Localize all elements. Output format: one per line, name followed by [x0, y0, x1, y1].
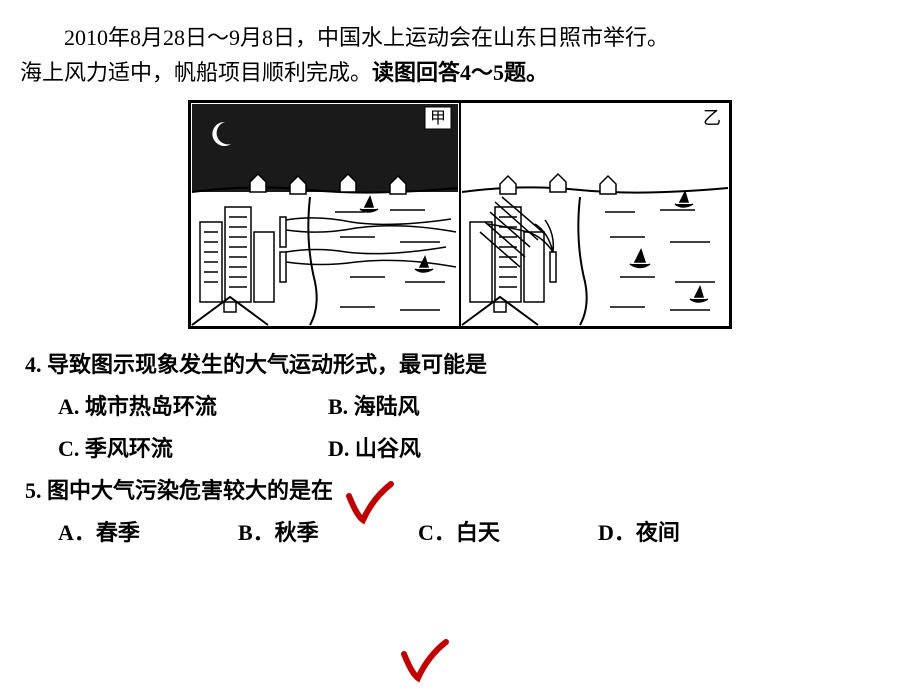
- q5-stem: 5. 图中大气污染危害较大的是在: [25, 470, 895, 512]
- q5-option-b: B．秋季: [238, 512, 418, 554]
- diagram-figure: 甲: [188, 100, 732, 329]
- q4-option-a: A. 城市热岛环流: [58, 386, 328, 428]
- q5-option-d: D．夜间: [598, 512, 778, 554]
- intro-line2-plain: 海上风力适中，帆船项目顺利完成。: [20, 60, 372, 85]
- q5-option-c: C．白天: [418, 512, 598, 554]
- q4-option-b: B. 海陆风: [328, 386, 598, 428]
- checkmark-icon: [398, 636, 453, 686]
- q4-options-row2: C. 季风环流 D. 山谷风: [25, 428, 895, 470]
- intro-text: 2010年8月28日～9月8日，中国水上运动会在山东日照市举行。 海上风力适中，…: [0, 0, 920, 90]
- q4-option-c: C. 季风环流: [58, 428, 328, 470]
- questions-block: 4. 导致图示现象发生的大气运动形式，最可能是 A. 城市热岛环流 B. 海陆风…: [0, 344, 920, 553]
- intro-line2-bold: 读图回答4～5题。: [372, 60, 548, 85]
- label-left: 甲: [430, 110, 446, 127]
- intro-line1: 2010年8月28日～9月8日，中国水上运动会在山东日照市举行。: [20, 20, 900, 55]
- intro-line2: 海上风力适中，帆船项目顺利完成。读图回答4～5题。: [20, 55, 900, 90]
- q4-stem: 4. 导致图示现象发生的大气运动形式，最可能是: [25, 344, 895, 386]
- q4-option-d: D. 山谷风: [328, 428, 598, 470]
- q5-option-a: A．春季: [58, 512, 238, 554]
- label-right: 乙: [703, 108, 721, 128]
- q5-options-row: A．春季 B．秋季 C．白天 D．夜间: [25, 512, 895, 554]
- q4-options-row1: A. 城市热岛环流 B. 海陆风: [25, 386, 895, 428]
